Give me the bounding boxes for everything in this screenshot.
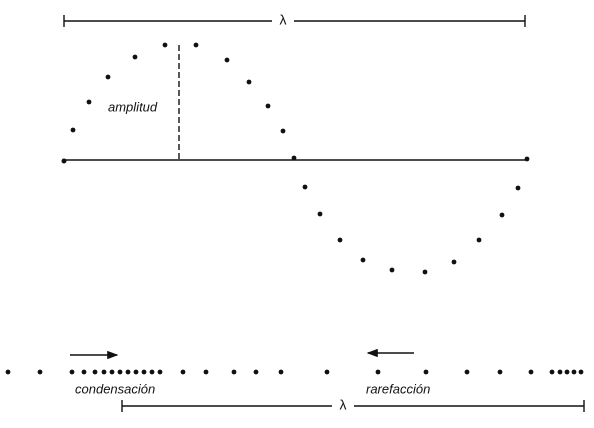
dot — [246, 79, 252, 85]
dot — [280, 128, 286, 134]
dot — [389, 267, 395, 273]
dot — [132, 54, 138, 60]
dot — [92, 369, 98, 375]
dot — [86, 99, 92, 105]
dot — [360, 257, 366, 263]
dot — [70, 127, 76, 133]
dot — [422, 269, 428, 275]
dot — [291, 155, 297, 161]
dot — [149, 369, 155, 375]
dot — [203, 369, 209, 375]
dot — [265, 103, 271, 109]
dot — [5, 369, 11, 375]
dot — [224, 57, 230, 63]
wavelength-label: λ — [340, 397, 347, 413]
sine-dots — [70, 42, 530, 275]
dot — [105, 74, 111, 80]
rarefaction-label: rarefacción — [366, 381, 430, 396]
dot — [571, 369, 577, 375]
wavelength-bracket-top — [63, 15, 526, 27]
dot — [37, 369, 43, 375]
dot — [464, 369, 470, 375]
particle-dots — [5, 369, 584, 375]
dot — [157, 369, 163, 375]
dot — [231, 369, 237, 375]
dot — [117, 369, 123, 375]
dot — [524, 156, 530, 162]
dot — [515, 185, 521, 191]
dot — [549, 369, 555, 375]
dot — [528, 369, 534, 375]
dot — [578, 369, 584, 375]
amplitude-label: amplitud — [108, 99, 158, 114]
axis-end — [61, 158, 67, 164]
dot — [125, 369, 131, 375]
wavelength-bracket-bottom — [121, 400, 585, 412]
dot — [69, 369, 75, 375]
dot — [375, 369, 381, 375]
dot — [451, 259, 457, 265]
dot — [109, 369, 115, 375]
dot — [557, 369, 563, 375]
wavelength-label: λ — [280, 12, 287, 28]
dot — [476, 237, 482, 243]
dot — [180, 369, 186, 375]
dot — [253, 369, 259, 375]
dot — [317, 211, 323, 217]
dot — [141, 369, 147, 375]
dot — [193, 42, 199, 48]
dot — [133, 369, 139, 375]
dot — [423, 369, 429, 375]
dot — [324, 369, 330, 375]
dot — [564, 369, 570, 375]
condensation-label: condensación — [75, 381, 155, 396]
dot — [101, 369, 107, 375]
dot — [302, 184, 308, 190]
dot — [337, 237, 343, 243]
dot — [497, 369, 503, 375]
dot — [499, 212, 505, 218]
dot — [162, 42, 168, 48]
dot — [278, 369, 284, 375]
dot — [81, 369, 87, 375]
